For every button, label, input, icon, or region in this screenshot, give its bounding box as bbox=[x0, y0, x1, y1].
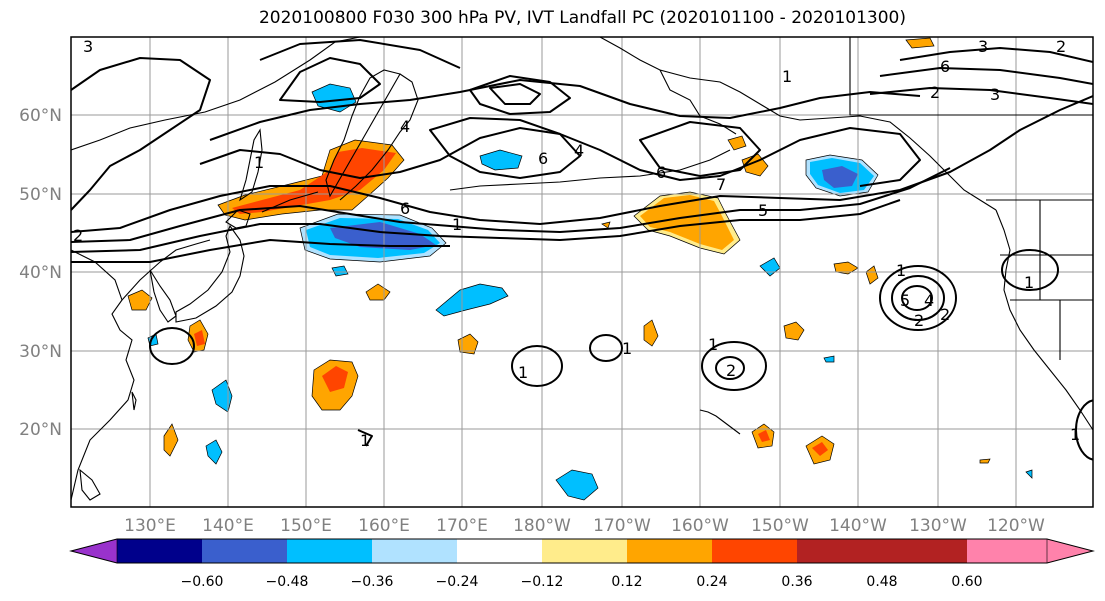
colorbar-segment bbox=[712, 539, 797, 563]
colorbar-tick-label: 0.24 bbox=[696, 574, 727, 590]
colorbar-extend-left bbox=[71, 539, 117, 563]
contour-label: 3 bbox=[990, 85, 1000, 104]
colorbar-tick-label: −0.48 bbox=[266, 574, 309, 590]
contour-label: 6 bbox=[538, 149, 548, 168]
lon-tick-label: 140°W bbox=[829, 516, 887, 536]
contour-label: 1 bbox=[360, 431, 370, 450]
lat-tick-label: 30°N bbox=[19, 342, 62, 362]
contour-label: 1 bbox=[622, 339, 632, 358]
lon-tick-label: 150°E bbox=[280, 516, 332, 536]
contour-label: 5 bbox=[758, 201, 768, 220]
lat-tick-label: 60°N bbox=[19, 106, 62, 126]
colorbar-tick-label: 0.36 bbox=[781, 574, 812, 590]
contour-label: 6 bbox=[656, 163, 666, 182]
contour-label: 1 bbox=[518, 363, 528, 382]
contour-label-group: 3 2 1 6 4 6 4 1 6 7 5 1 1 2 1 1 2 1 2 1 … bbox=[73, 37, 1080, 450]
colorbar-tick-label: −0.24 bbox=[436, 574, 479, 590]
contour-label: 2 bbox=[1056, 37, 1066, 56]
colorbar-tick-label: −0.36 bbox=[351, 574, 394, 590]
contour-label: 1 bbox=[782, 67, 792, 86]
longitude-ticks: 130°E 140°E 150°E 160°E 170°E 180°W 170°… bbox=[124, 516, 1045, 536]
map-frame bbox=[70, 36, 1094, 508]
contour-label: 3 bbox=[83, 37, 93, 56]
colorbar-tick-label: 0.60 bbox=[951, 574, 982, 590]
contour-label: 3 bbox=[978, 37, 988, 56]
contour-label: 2 bbox=[940, 305, 950, 324]
colorbar-tick-label: 0.48 bbox=[866, 574, 897, 590]
lon-tick-label: 150°W bbox=[751, 516, 809, 536]
lat-tick-label: 40°N bbox=[19, 263, 62, 283]
contour-label: 6 bbox=[940, 57, 950, 76]
lon-tick-label: 180°W bbox=[513, 516, 571, 536]
lat-tick-label: 50°N bbox=[19, 185, 62, 205]
colorbar-segment bbox=[202, 539, 287, 563]
contour-label: 6 bbox=[400, 199, 410, 218]
chart-title: 2020100800 F030 300 hPa PV, IVT Landfall… bbox=[258, 8, 906, 28]
pv-shading bbox=[127, 37, 1033, 501]
contour-label: 1 bbox=[1024, 273, 1034, 292]
colorbar: −0.60 −0.48 −0.36 −0.24 −0.12 0.12 0.24 … bbox=[69, 538, 1095, 590]
contour-label: 2 bbox=[930, 83, 940, 102]
lon-tick-label: 130°W bbox=[909, 516, 967, 536]
contour-label: 1 bbox=[708, 335, 718, 354]
contour-label: 4 bbox=[574, 141, 584, 160]
colorbar-segment bbox=[627, 539, 712, 563]
colorbar-segment bbox=[797, 539, 882, 563]
contour-label: 1 bbox=[896, 261, 906, 280]
lon-tick-label: 140°E bbox=[202, 516, 254, 536]
colorbar-extend-right bbox=[1047, 539, 1093, 563]
lat-tick-label: 20°N bbox=[19, 420, 62, 440]
colorbar-tick-label: 0.12 bbox=[611, 574, 642, 590]
contour-label: 1 bbox=[1070, 425, 1080, 444]
lon-tick-label: 160°E bbox=[358, 516, 410, 536]
colorbar-segment bbox=[967, 539, 1047, 563]
colorbar-segment bbox=[542, 539, 627, 563]
contour-label: 4 bbox=[924, 291, 934, 310]
contour-label: 2 bbox=[73, 226, 83, 245]
contour-label: 2 bbox=[914, 311, 924, 330]
lon-tick-label: 130°E bbox=[124, 516, 176, 536]
graticule bbox=[71, 37, 1093, 507]
contour-label: 2 bbox=[726, 361, 736, 380]
colorbar-tick-label: −0.12 bbox=[521, 574, 564, 590]
pv-contours bbox=[71, 39, 1093, 461]
colorbar-segment bbox=[117, 539, 202, 563]
contour-label: 4 bbox=[400, 117, 410, 136]
lon-tick-label: 170°E bbox=[436, 516, 488, 536]
lon-tick-label: 170°W bbox=[593, 516, 651, 536]
lon-tick-label: 120°W bbox=[987, 516, 1045, 536]
colorbar-segment bbox=[287, 539, 372, 563]
colorbar-segment bbox=[372, 539, 457, 563]
latitude-ticks: 60°N 50°N 40°N 30°N 20°N bbox=[19, 106, 62, 440]
contour-label: 1 bbox=[254, 153, 264, 172]
contour-label: 7 bbox=[716, 175, 726, 194]
coastlines bbox=[71, 37, 1093, 501]
colorbar-tick-label: −0.60 bbox=[181, 574, 224, 590]
contour-label: 1 bbox=[452, 215, 462, 234]
contour-label: 5 bbox=[900, 291, 910, 310]
lon-tick-label: 160°W bbox=[671, 516, 729, 536]
colorbar-segment bbox=[457, 539, 542, 563]
